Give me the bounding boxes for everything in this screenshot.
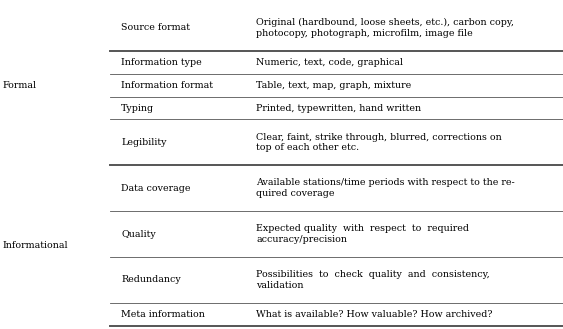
Text: Typing: Typing (121, 104, 154, 113)
Text: Data coverage: Data coverage (121, 184, 190, 193)
Text: Available stations/time periods with respect to the re-
quired coverage: Available stations/time periods with res… (256, 178, 515, 198)
Text: Formal: Formal (3, 81, 37, 89)
Text: Clear, faint, strike through, blurred, corrections on
top of each other etc.: Clear, faint, strike through, blurred, c… (256, 133, 502, 152)
Text: Expected quality  with  respect  to  required
accuracy/precision: Expected quality with respect to require… (256, 224, 469, 244)
Text: Quality: Quality (121, 230, 156, 239)
Text: Informational: Informational (3, 241, 69, 250)
Text: Information type: Information type (121, 58, 202, 67)
Text: Meta information: Meta information (121, 310, 205, 319)
Text: Source format: Source format (121, 23, 190, 32)
Text: Table, text, map, graph, mixture: Table, text, map, graph, mixture (256, 81, 412, 89)
Text: Information format: Information format (121, 81, 213, 89)
Text: Possibilities  to  check  quality  and  consistency,
validation: Possibilities to check quality and consi… (256, 270, 490, 290)
Text: What is available? How valuable? How archived?: What is available? How valuable? How arc… (256, 310, 493, 319)
Text: Numeric, text, code, graphical: Numeric, text, code, graphical (256, 58, 403, 67)
Text: Legibility: Legibility (121, 138, 167, 147)
Text: Original (hardbound, loose sheets, etc.), carbon copy,
photocopy, photograph, mi: Original (hardbound, loose sheets, etc.)… (256, 18, 514, 38)
Text: Redundancy: Redundancy (121, 275, 181, 284)
Text: Printed, typewritten, hand written: Printed, typewritten, hand written (256, 104, 421, 113)
